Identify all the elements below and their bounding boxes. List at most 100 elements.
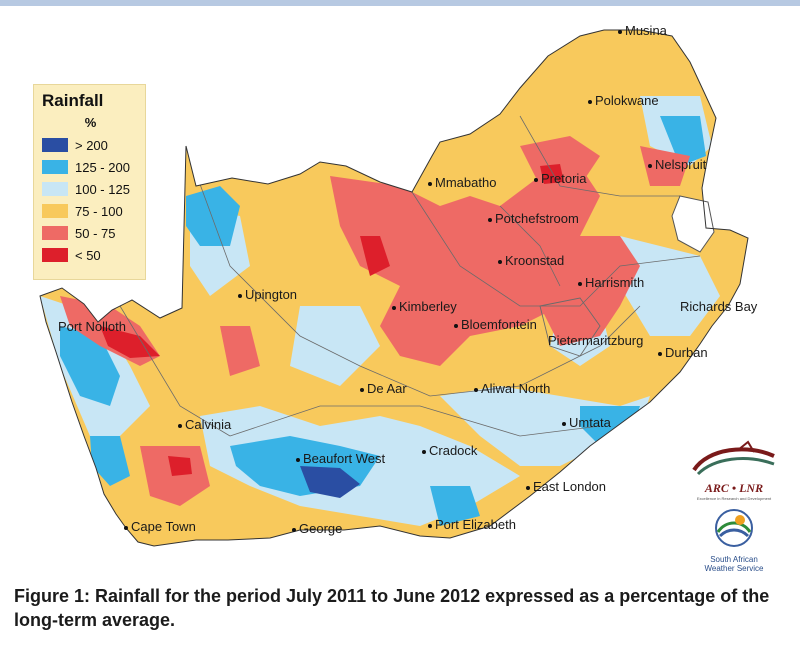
city-kimberley: Kimberley [392,300,457,314]
city-marker [588,99,592,104]
legend-label: > 200 [75,137,108,153]
legend-item: < 50 [42,244,139,266]
city-cradock: Cradock [422,444,477,458]
city-label: Calvinia [185,417,232,432]
city-umtata: Umtata [562,416,611,430]
legend-label: < 50 [75,247,101,263]
legend-item: 75 - 100 [42,200,139,222]
city-label: Pietermaritzburg [548,333,644,348]
city-marker [534,177,538,182]
city-label: East London [533,479,607,494]
legend-swatch [42,226,68,240]
city-port-nolloth: Port Nolloth [58,320,126,334]
arc-tagline: Excellence in Research and Development [696,496,772,501]
legend-label: 50 - 75 [75,225,116,241]
city-marker [392,305,396,310]
arc-logo: ARC • LNR Excellence in Research and Dev… [688,440,780,501]
city-mmabatho: Mmabatho [428,176,496,190]
saws-line-1: South African [710,555,758,564]
legend-label: 125 - 200 [75,159,130,175]
city-label: Richards Bay [680,299,758,314]
city-label: Port Nolloth [58,319,126,334]
city-label: Nelspruit [655,157,707,172]
city-marker [360,387,364,392]
city-marker [428,523,432,528]
map-legend: Rainfall % > 200 125 - 200 100 - 125 75 … [33,84,146,280]
rainfall-map [39,29,749,547]
legend-title: Rainfall [42,91,104,110]
city-marker [474,387,478,392]
city-label: Bloemfontein [461,317,537,332]
legend-unit: % [84,115,97,130]
city-pretoria: Pretoria [534,172,587,186]
city-label: George [299,521,343,536]
city-marker [292,527,296,532]
saws-line-2: Weather Service [704,564,764,573]
legend-item: > 200 [42,134,139,156]
city-label: Mmabatho [435,175,497,190]
city-label: Potchefstroom [495,211,579,226]
city-marker [526,485,530,490]
city-port-elizabeth: Port Elizabeth [428,518,516,532]
city-potchefstroom: Potchefstroom [488,212,579,226]
city-polokwane: Polokwane [588,94,659,108]
city-musina: Musina [618,24,667,38]
city-beaufort-west: Beaufort West [296,452,385,466]
city-label: Cape Town [131,519,196,534]
city-east-london: East London [526,480,606,494]
figure-caption: Figure 1: Rainfall for the period July 2… [14,586,770,630]
city-harrismith: Harrismith [578,276,644,290]
city-label: Port Elizabeth [435,517,516,532]
city-marker [578,281,582,286]
city-george: George [292,522,342,536]
legend-label: 75 - 100 [75,203,123,219]
city-marker [648,163,652,168]
city-label: Durban [665,345,708,360]
saws-emblem-icon [715,509,753,547]
city-cape-town: Cape Town [124,520,196,534]
legend-item: 125 - 200 [42,156,139,178]
city-marker [658,351,662,356]
city-marker [178,423,182,428]
city-label: Kroonstad [505,253,565,268]
legend-item: 50 - 75 [42,222,139,244]
city-marker [618,29,622,34]
city-label: Cradock [429,443,478,458]
city-marker [428,181,432,186]
city-marker [562,421,566,426]
city-label: De Aar [367,381,407,396]
city-upington: Upington [238,288,297,302]
map-frame: Rainfall % > 200 125 - 200 100 - 125 75 … [0,0,800,576]
city-marker [124,525,128,530]
city-marker [454,323,458,328]
city-bloemfontein: Bloemfontein [454,318,537,332]
legend-swatch [42,182,68,196]
legend-item: 100 - 125 [42,178,139,200]
city-label: Kimberley [399,299,457,314]
legend-swatch [42,204,68,218]
city-label: Beaufort West [303,451,386,466]
city-marker [238,293,242,298]
city-marker [422,449,426,454]
city-label: Musina [625,23,667,38]
arc-swoosh-icon [692,440,775,476]
city-aliwal-north: Aliwal North [474,382,550,396]
city-kroonstad: Kroonstad [498,254,564,268]
city-richards-bay: Richards Bay [680,300,757,314]
city-label: Aliwal North [481,381,551,396]
saws-logo: South African Weather Service [688,506,780,576]
city-label: Upington [245,287,298,302]
arc-logo-text: ARC • LNR [704,481,764,495]
city-marker [498,259,502,264]
city-de-aar: De Aar [360,382,407,396]
city-calvinia: Calvinia [178,418,231,432]
city-durban: Durban [658,346,708,360]
legend-label: 100 - 125 [75,181,130,197]
city-marker [296,457,300,462]
city-pietermaritzburg: Pietermaritzburg [548,334,643,348]
city-label: Harrismith [585,275,645,290]
legend-swatch [42,138,68,152]
city-nelspruit: Nelspruit [648,158,706,172]
city-label: Umtata [569,415,611,430]
city-label: Polokwane [595,93,659,108]
